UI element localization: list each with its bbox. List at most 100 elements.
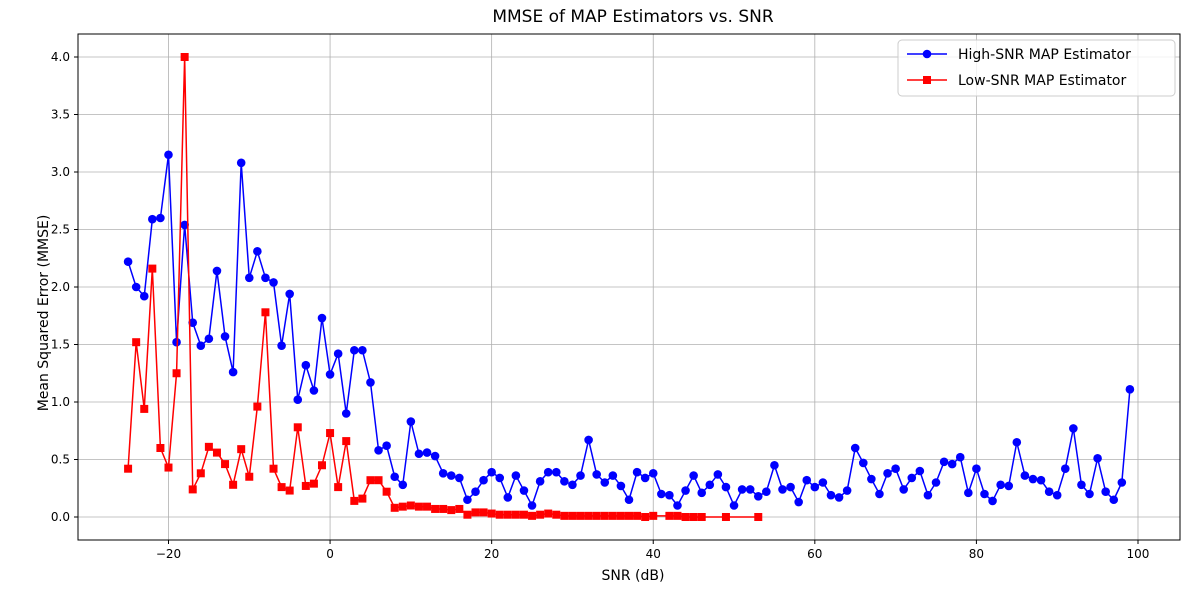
data-point [221, 460, 230, 469]
legend-marker-high-snr [922, 49, 932, 59]
data-point [826, 490, 836, 500]
data-point [899, 485, 908, 494]
data-point [342, 437, 351, 446]
data-point [196, 341, 206, 350]
data-point [503, 493, 513, 502]
data-point [745, 485, 755, 494]
data-point [818, 478, 828, 487]
data-point [592, 470, 601, 479]
y-tick-label: 3.5 [51, 108, 70, 122]
data-point [430, 451, 440, 461]
data-point [333, 349, 343, 359]
data-point [237, 445, 246, 454]
grid [78, 34, 1180, 540]
data-point [1117, 478, 1127, 487]
data-point [503, 510, 512, 519]
data-point [536, 510, 545, 519]
data-point [423, 502, 432, 511]
data-point [431, 504, 440, 513]
data-point [269, 464, 278, 473]
x-tick-label: 20 [484, 547, 499, 561]
data-point [1069, 424, 1078, 433]
data-point [123, 257, 133, 267]
data-point [1085, 489, 1094, 499]
data-point [640, 473, 650, 483]
data-point [754, 513, 763, 521]
data-point [907, 473, 917, 483]
legend-label-low-snr: Low-SNR MAP Estimator [958, 73, 1126, 89]
chart-title: MMSE of MAP Estimators vs. SNR [492, 7, 774, 27]
data-point [649, 511, 658, 520]
legend-label-high-snr: High-SNR MAP Estimator [958, 47, 1131, 63]
data-point [543, 467, 553, 477]
data-point [220, 332, 230, 341]
data-point [705, 480, 715, 490]
data-point [721, 482, 731, 492]
data-point [697, 513, 706, 521]
data-point [697, 488, 707, 498]
data-point [398, 480, 408, 490]
data-point [875, 489, 884, 499]
data-point [366, 476, 375, 485]
data-point [253, 247, 262, 256]
data-point [915, 466, 925, 476]
data-point [172, 369, 181, 378]
data-point [487, 467, 496, 477]
data-point [1093, 454, 1102, 463]
data-point [156, 444, 165, 452]
data-point [414, 502, 423, 511]
data-point [608, 471, 618, 480]
data-point [390, 472, 400, 482]
data-point [568, 511, 577, 520]
data-point [479, 475, 488, 485]
data-point [834, 493, 844, 502]
data-point [560, 511, 569, 520]
data-point [988, 496, 997, 506]
data-point [463, 510, 472, 519]
data-point [131, 282, 141, 292]
y-tick-label: 2.5 [51, 223, 70, 237]
data-point [132, 338, 141, 347]
data-point [786, 482, 795, 492]
y-tick-label: 1.0 [51, 395, 70, 409]
data-point [576, 471, 585, 480]
data-point [334, 483, 343, 492]
data-point [139, 291, 149, 301]
data-point [188, 485, 197, 494]
x-axis-title: SNR (dB) [602, 568, 665, 584]
data-point [770, 460, 779, 470]
data-point [204, 334, 214, 344]
data-point [180, 220, 189, 230]
data-point [1028, 474, 1038, 484]
data-point [600, 478, 610, 487]
data-point [317, 461, 326, 470]
data-point [374, 446, 383, 455]
data-point [681, 513, 690, 521]
data-point [721, 513, 730, 521]
data-point [673, 501, 682, 510]
data-point [1125, 385, 1135, 394]
x-tick-label: 0 [326, 547, 334, 561]
data-point [624, 495, 634, 505]
data-point [584, 511, 593, 520]
data-point [762, 487, 771, 497]
data-point [996, 480, 1005, 490]
data-point [972, 464, 981, 474]
data-point [212, 266, 222, 276]
data-point [1012, 437, 1022, 447]
data-point [1036, 475, 1046, 485]
data-point [1077, 480, 1086, 490]
data-point [358, 345, 367, 355]
data-point [850, 443, 860, 453]
data-point [535, 477, 545, 486]
x-tick-label: −20 [156, 547, 181, 561]
data-point [495, 473, 505, 483]
data-point [446, 471, 456, 480]
data-point [350, 345, 359, 355]
data-point [350, 496, 359, 505]
data-point [204, 442, 213, 451]
data-point [681, 486, 690, 495]
data-point [293, 423, 302, 432]
data-point [301, 360, 311, 370]
data-point [148, 264, 157, 273]
